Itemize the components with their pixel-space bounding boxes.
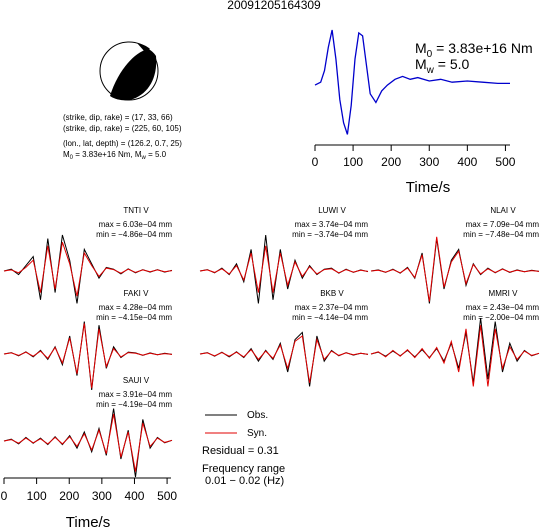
stf-tick-label: 300 xyxy=(419,155,439,169)
synthetic-trace xyxy=(3,413,173,472)
legend-syn-label: Syn. xyxy=(247,428,267,439)
stf-moment-label: M0 = 3.83e+16 Nm xyxy=(415,40,533,60)
station-min: min = −4.15e−04 mm xyxy=(96,313,172,322)
nodal-plane-1: (strike, dip, rake) = (17, 33, 66) xyxy=(63,113,173,122)
waveform-tick-label: 0 xyxy=(1,489,8,503)
synthetic-trace xyxy=(199,245,369,293)
synthetic-trace xyxy=(3,242,173,297)
station-max: max = 7.09e−04 mm xyxy=(466,220,540,229)
synthetic-trace xyxy=(370,236,540,302)
waveform-tick-label: 500 xyxy=(157,489,177,503)
stf-panel: 0 100 200 300 400 500 Time/s M0 = 3.83e+16 Nm… xyxy=(312,29,533,196)
station-min: min = −4.19e−04 mm xyxy=(96,400,172,409)
residual-label: Residual = 0.31 xyxy=(202,445,279,457)
station-min: min = −4.86e−04 mm xyxy=(96,230,172,239)
event-location: (lon., lat, depth) = (126.2, 0.7, 25) xyxy=(63,139,182,148)
station-name: TNTI V xyxy=(123,206,149,215)
station-name: LUWI V xyxy=(318,206,346,215)
waveform-tick-label: 100 xyxy=(27,489,47,503)
figure-title: 20091205164309 xyxy=(227,0,321,12)
waveform-xlabel: Time/s xyxy=(66,514,110,530)
waveform-tick-label: 400 xyxy=(124,489,144,503)
observed-trace xyxy=(370,317,540,383)
focal-mechanism-beachball xyxy=(99,41,159,101)
station-name: FAKI V xyxy=(124,289,150,298)
frequency-range-value: 0.01 − 0.02 (Hz) xyxy=(205,475,284,487)
synthetic-trace xyxy=(370,325,540,387)
waveform-ticks: 0 100 200 300 400 500 xyxy=(1,478,177,503)
station-min: min = −4.14e−04 mm xyxy=(292,313,368,322)
legend-obs-label: Obs. xyxy=(247,410,268,421)
stf-tick-label: 0 xyxy=(312,155,319,169)
station-max: max = 6.03e−04 mm xyxy=(99,220,173,229)
stf-series-line xyxy=(314,29,510,135)
station-name: BKB V xyxy=(320,289,344,298)
station-name: NLAI V xyxy=(490,206,516,215)
stf-ticks: 0 100 200 300 400 500 xyxy=(312,145,516,169)
event-parameters: (strike, dip, rake) = (17, 33, 66) (stri… xyxy=(63,113,182,161)
legend: Obs. Syn. Residual = 0.31 Frequency rang… xyxy=(202,410,285,487)
station-name: SAUI V xyxy=(123,376,150,385)
station-min: min = −2.00e−04 mm xyxy=(463,313,539,322)
station-max: max = 2.43e−04 mm xyxy=(466,303,540,312)
station-max: max = 2.37e−04 mm xyxy=(295,303,369,312)
stf-magnitude-label: Mw = 5.0 xyxy=(415,56,470,76)
station-name: MMRI V xyxy=(489,289,519,298)
waveform-axis: 0 100 200 300 400 500 Time/s xyxy=(1,477,177,530)
waveform-tick-label: 300 xyxy=(92,489,112,503)
stf-xlabel: Time/s xyxy=(406,179,450,196)
synthetic-trace xyxy=(3,323,173,389)
stf-tick-label: 500 xyxy=(495,155,515,169)
stf-tick-label: 400 xyxy=(457,155,477,169)
event-moment: M0 = 3.83e+16 Nm, Mw = 5.0 xyxy=(63,150,167,161)
frequency-range-label: Frequency range xyxy=(202,463,285,475)
stf-tick-label: 200 xyxy=(381,155,401,169)
beachball-compressional-cap xyxy=(137,43,150,52)
waveform-tick-label: 200 xyxy=(59,489,79,503)
stf-tick-label: 100 xyxy=(343,155,363,169)
beachball-compressional-quadrant xyxy=(110,49,157,101)
nodal-plane-2: (strike, dip, rake) = (225, 60, 105) xyxy=(63,124,182,133)
station-max: max = 3.74e−04 mm xyxy=(295,220,369,229)
station-max: max = 3.91e−04 mm xyxy=(99,390,173,399)
observed-trace xyxy=(199,331,369,387)
station-max: max = 4.28e−04 mm xyxy=(99,303,173,312)
station-min: min = −3.74e−04 mm xyxy=(292,230,368,239)
station-min: min = −7.48e−04 mm xyxy=(463,230,539,239)
synthetic-trace xyxy=(199,335,369,383)
